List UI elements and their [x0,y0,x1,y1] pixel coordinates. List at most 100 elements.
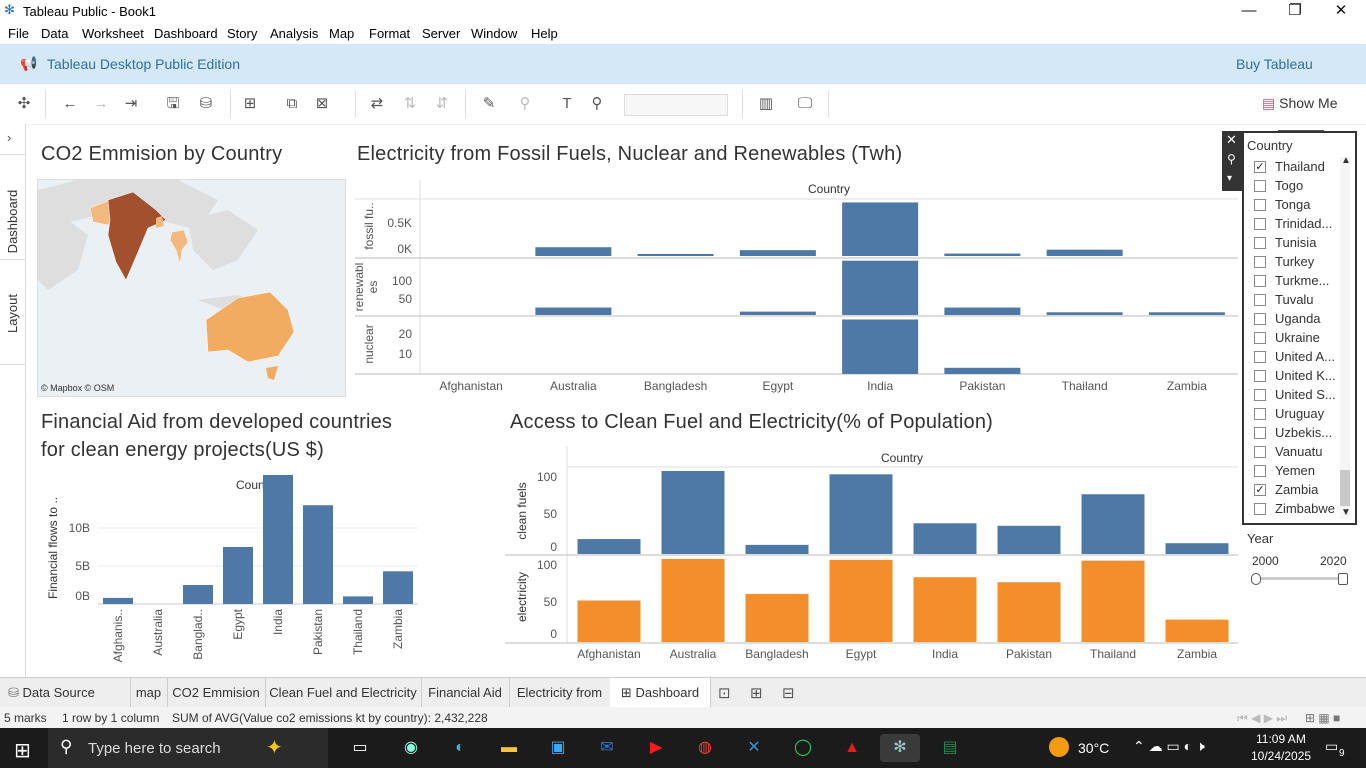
show-labels-icon[interactable]: T [562,95,572,112]
tab-clean-fuel[interactable]: Clean Fuel and Electricity [265,678,422,708]
acc-bar-cleanfuels-australia[interactable] [661,471,725,554]
checkbox[interactable] [1254,237,1266,249]
elec-bar-fossilfu-thailand[interactable] [1046,249,1123,256]
checkbox[interactable] [1254,313,1266,325]
filter-item-tonga[interactable]: Tonga [1254,197,1350,216]
nav-arrows-icon[interactable]: ⏮ ◀ ▶ ⏭ [1237,711,1288,725]
filter-item-unitedk[interactable]: United K... [1254,368,1350,387]
elec-bar-fossilfu-pakistan[interactable] [944,253,1021,256]
expand-icon[interactable]: › [7,130,12,145]
taskbar-search[interactable]: ⚲ Type here to search ✦ [48,728,328,768]
acc-bar-electricity-thailand[interactable] [1081,560,1145,642]
windows-start-icon[interactable]: ⊞ [14,740,31,762]
filter-item-togo[interactable]: Togo [1254,178,1350,197]
tray-icons[interactable]: ⌃ ☁ ▭ ◐ 🕨 [1133,738,1205,754]
menu-worksheet[interactable]: Worksheet [82,26,144,41]
replay-icon[interactable]: ⇥ [124,95,138,112]
tableau-task-icon[interactable]: ✻ [880,734,920,762]
checkbox[interactable] [1254,275,1266,287]
fin-bar-5[interactable] [303,505,333,604]
filter-item-thailand[interactable]: ✓ Thailand [1254,159,1350,178]
acc-bar-electricity-afghanistan[interactable] [577,600,641,643]
copilot-icon[interactable]: ◉ [404,739,418,756]
menu-story[interactable]: Story [227,26,258,41]
close-icon[interactable]: ✕ [1226,132,1237,147]
tab-financial-aid[interactable]: Financial Aid [421,678,510,708]
acc-bar-electricity-india[interactable] [913,577,977,642]
checkbox[interactable] [1254,408,1266,420]
checkbox[interactable] [1254,389,1266,401]
highlight-icon[interactable]: ✎ [482,95,496,112]
view-grid-icon[interactable]: ⊞ ▦ ■ [1305,711,1341,725]
tab-data-source[interactable]: ⛁ Data Source [0,678,131,708]
filter-scrollbar[interactable]: ▲ ▼ [1340,155,1351,519]
file-explorer-icon[interactable]: ▬ [501,739,517,756]
checkbox[interactable]: ✓ [1254,161,1266,173]
filter-item-yemen[interactable]: Yemen [1254,463,1350,482]
fin-bar-0[interactable] [103,597,133,604]
swap-icon[interactable]: ⇄ [370,95,384,112]
show-me-button[interactable]: ▤ Show Me [1262,95,1338,111]
filter-item-ukraine[interactable]: Ukraine [1254,330,1350,349]
acc-bar-cleanfuels-afghanistan[interactable] [577,539,641,554]
store-icon[interactable]: ▣ [550,739,566,756]
checkbox[interactable] [1254,370,1266,382]
task-view-icon[interactable]: ▭ [352,739,368,756]
elec-bar-renewables-pakistan[interactable] [944,307,1021,315]
presentation-icon[interactable]: ▥ [758,95,774,112]
tab-dashboard-active[interactable]: ⊞ Dashboard [610,678,711,708]
elec-bar-renewables-thailand[interactable] [1046,312,1123,315]
scroll-thumb[interactable] [1340,470,1350,506]
electricity-chart[interactable]: Country fossil fu.. renewabl es nuclear … [355,178,1240,398]
filter-item-vanuatu[interactable]: Vanuatu [1254,444,1350,463]
device-preview-icon[interactable]: 🖵 [797,95,813,112]
sort-asc-icon[interactable]: ⇅ [403,95,417,112]
year-slider-max-handle[interactable] [1338,573,1348,585]
acc-bar-cleanfuels-bangladesh[interactable] [745,544,809,554]
elec-bar-fossilfu-india[interactable] [842,202,919,256]
new-worksheet-icon[interactable]: ⊡ [718,685,731,702]
tab-layout[interactable]: Layout [5,293,20,334]
acrobat-icon[interactable]: ▲ [844,739,860,756]
filter-item-zimbabwe[interactable]: Zimbabwe [1254,501,1350,520]
bangladesh-shape[interactable] [156,216,164,228]
app-icon[interactable]: ✕ [747,739,761,756]
menu-dashboard[interactable]: Dashboard [154,26,218,41]
scroll-down-icon[interactable]: ▼ [1341,507,1351,518]
checkbox[interactable] [1254,256,1266,268]
elec-bar-nuclear-india[interactable] [842,319,919,374]
tableau-home-icon[interactable]: ✣ [17,95,31,112]
acc-bar-cleanfuels-pakistan[interactable] [997,525,1061,554]
youtube-icon[interactable]: ▶ [649,739,663,756]
filter-item-uniteda[interactable]: United A... [1254,349,1350,368]
checkbox[interactable] [1254,199,1266,211]
acc-bar-cleanfuels-thailand[interactable] [1081,494,1145,554]
menu-map[interactable]: Map [329,26,355,41]
notification-icon[interactable]: ▭ [1325,738,1339,754]
filter-item-uganda[interactable]: Uganda [1254,311,1350,330]
acc-bar-cleanfuels-india[interactable] [913,523,977,554]
filter-item-uruguay[interactable]: Uruguay [1254,406,1350,425]
elec-bar-fossilfu-bangladesh[interactable] [637,254,714,256]
clear-sheet-icon[interactable]: ⊠ [315,95,329,112]
tab-co2-emmision[interactable]: CO2 Emmision [167,678,266,708]
sort-desc-icon[interactable]: ⇵ [435,95,449,112]
acc-bar-electricity-egypt[interactable] [829,559,893,642]
acc-bar-electricity-australia[interactable] [661,559,725,642]
fit-dropdown[interactable] [624,94,728,116]
elec-bar-renewables-zambia[interactable] [1148,312,1225,315]
undo-icon[interactable]: ← [62,95,78,112]
access-chart[interactable]: Country clean fuels electricity 100 50 0… [505,447,1240,665]
menu-server[interactable]: Server [422,26,461,41]
new-dashboard-icon[interactable]: ⊞ [750,685,763,702]
new-story-icon[interactable]: ⊟ [782,685,795,702]
menu-analysis[interactable]: Analysis [270,26,319,41]
checkbox[interactable] [1254,218,1266,230]
filter-item-uzbekis[interactable]: Uzbekis... [1254,425,1350,444]
scroll-up-icon[interactable]: ▲ [1341,155,1351,166]
weather-icon[interactable] [1049,737,1069,757]
checkbox[interactable] [1254,427,1266,439]
india-shape[interactable] [107,191,167,281]
filter-item-turkey[interactable]: Turkey [1254,254,1350,273]
menu-file[interactable]: File [8,26,29,41]
